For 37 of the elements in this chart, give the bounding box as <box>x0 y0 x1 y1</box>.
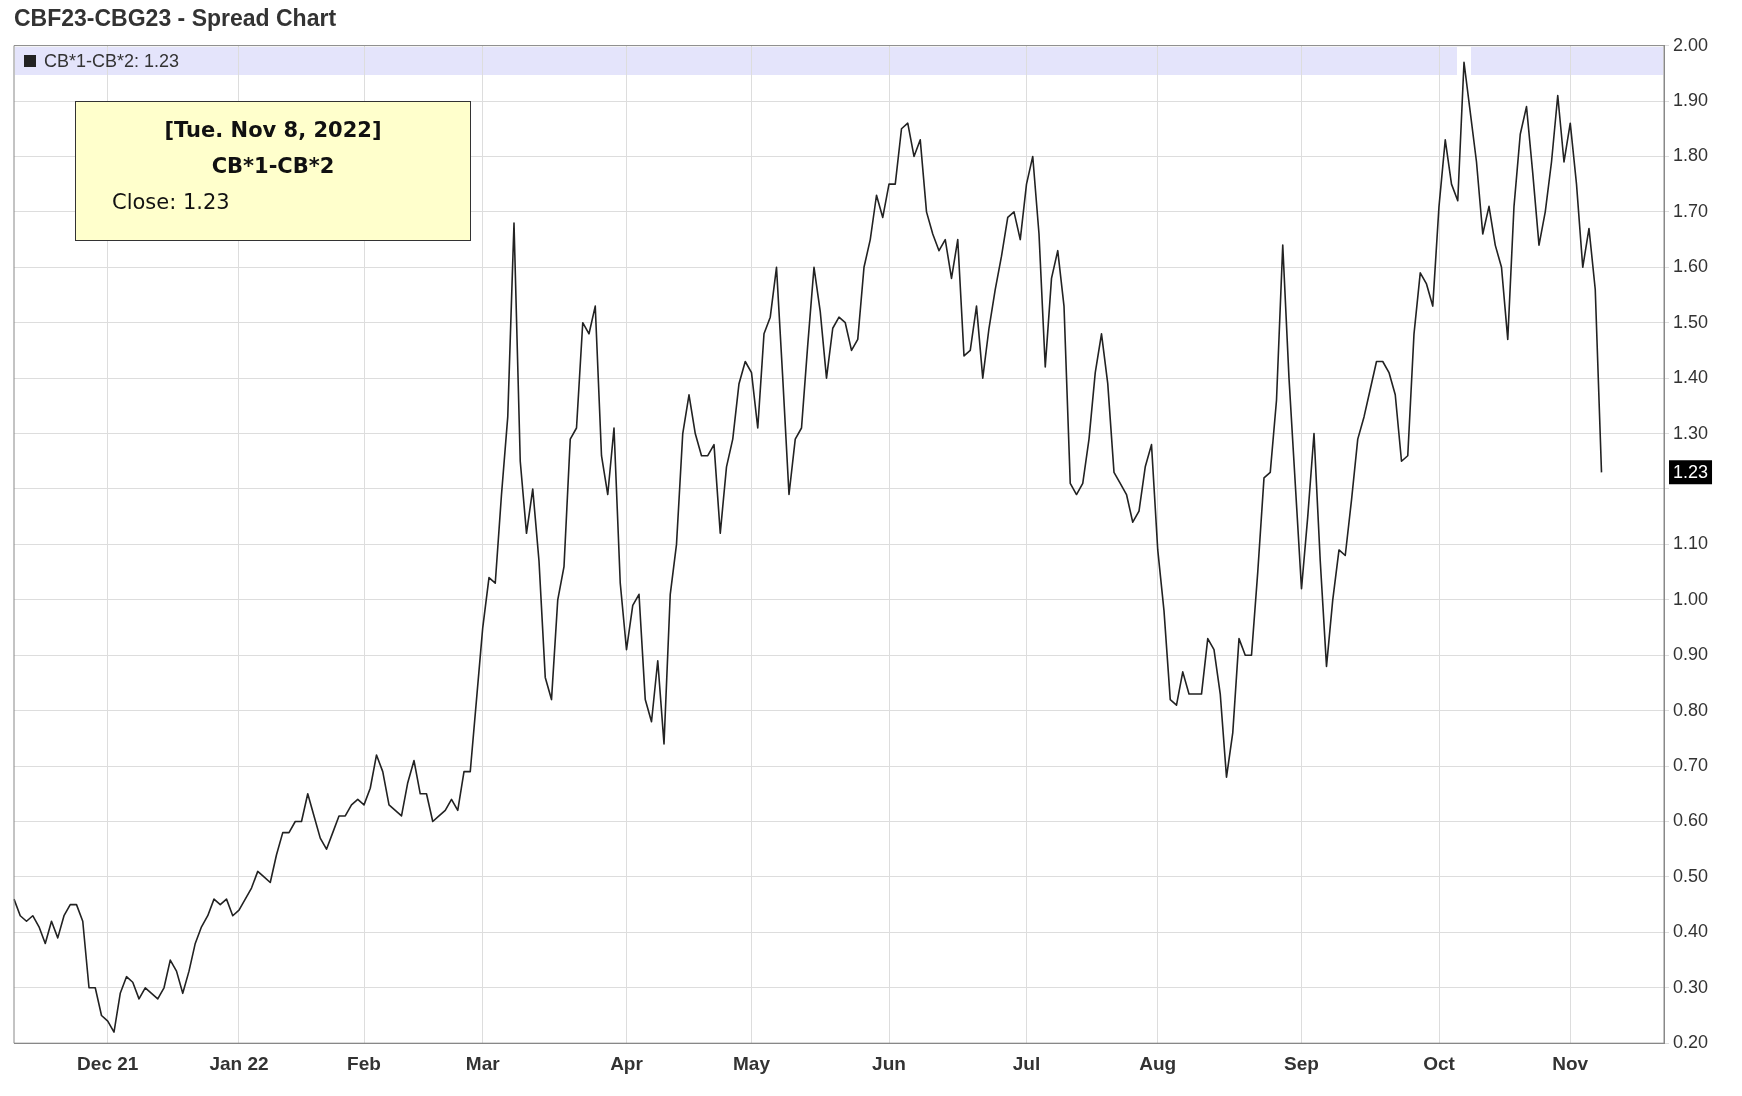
x-tick-label: Nov <box>1552 1052 1589 1074</box>
y-tick-label: 0.50 <box>1673 865 1709 886</box>
x-tick-label: Sep <box>1284 1052 1319 1074</box>
annotation: [Tue. Nov 8, 2022] <box>163 117 383 144</box>
annotation: Close: 1.23 <box>111 189 231 216</box>
x-tick-label: Oct <box>1423 1052 1456 1074</box>
chart-title: CBF23-CBG23 - Spread Chart <box>14 5 337 32</box>
y-tick-label: 0.70 <box>1673 755 1709 776</box>
x-tick-label: Mar <box>465 1052 501 1074</box>
x-tick-label: Jun <box>872 1052 906 1074</box>
x-tick-label: Jul <box>1012 1052 1041 1074</box>
x-tick-label: May <box>733 1052 771 1074</box>
y-tick-label: 1.10 <box>1673 533 1709 554</box>
y-tick-label: 1.30 <box>1673 422 1709 443</box>
x-tick-label: Dec 21 <box>77 1052 139 1074</box>
text: 1.23 <box>1673 462 1709 483</box>
y-tick-label: 1.00 <box>1673 588 1709 609</box>
y-tick-label: 1.40 <box>1673 367 1709 388</box>
y-tick-label: 0.90 <box>1673 644 1709 665</box>
x-tick-label: Aug <box>1139 1052 1177 1074</box>
y-tick-label: 0.40 <box>1673 921 1709 942</box>
y-tick-label: 1.90 <box>1673 89 1709 110</box>
y-tick-label: 0.20 <box>1673 1032 1709 1053</box>
x-tick-label: Feb <box>347 1052 381 1074</box>
y-tick-label: 1.70 <box>1673 200 1709 221</box>
y-tick-label: 1.60 <box>1673 256 1709 277</box>
y-tick-label: 0.60 <box>1673 810 1709 831</box>
x-tick-label: Jan 22 <box>209 1052 269 1074</box>
y-tick-label: 1.80 <box>1673 145 1709 166</box>
y-tick-label: 1.50 <box>1673 311 1709 332</box>
y-tick-label: 0.30 <box>1673 976 1709 997</box>
x-tick-label: Apr <box>610 1052 644 1074</box>
y-tick-label: 2.00 <box>1673 34 1709 55</box>
y-tick-label: 0.80 <box>1673 699 1709 720</box>
info-box: [Tue. Nov 8, 2022] CB*1-CB*2 Close: 1.23 <box>75 101 471 241</box>
legend-label: CB*1-CB*2: 1.23 <box>44 50 180 71</box>
annotation: CB*1-CB*2 <box>210 153 336 180</box>
